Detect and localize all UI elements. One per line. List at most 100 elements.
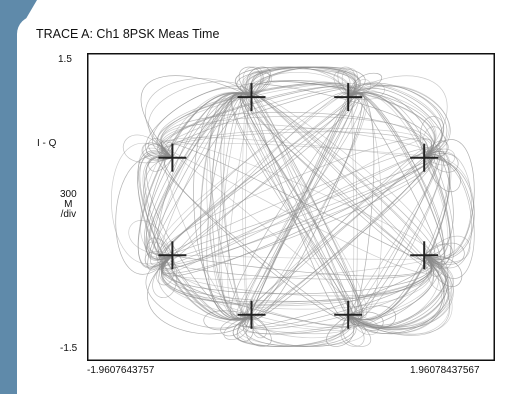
trajectory-trace bbox=[246, 93, 367, 319]
trajectory-trace bbox=[137, 92, 252, 269]
trajectory-trace bbox=[159, 91, 363, 258]
trajectory-trace bbox=[348, 84, 450, 159]
trajectory-trace bbox=[347, 255, 449, 330]
x-axis-min-label: -1.9607643757 bbox=[87, 365, 155, 376]
constellation-point bbox=[410, 143, 439, 172]
trajectory-trace bbox=[347, 92, 445, 265]
y-axis-min-label: -1.5 bbox=[60, 343, 78, 354]
trace-title: TRACE A: Ch1 8PSK Meas Time bbox=[36, 27, 220, 41]
x-axis-max-label: 1.96078437567 bbox=[410, 365, 480, 376]
trajectory-trace bbox=[423, 254, 463, 287]
trajectory-trace bbox=[161, 140, 433, 256]
trajectory-trace bbox=[424, 156, 475, 259]
trajectory-trace bbox=[245, 314, 272, 347]
trajectory-trace bbox=[161, 138, 433, 256]
y-axis-max-label: 1.5 bbox=[58, 54, 72, 65]
trajectory-trace bbox=[141, 142, 173, 161]
trajectory-trace bbox=[423, 235, 471, 263]
trajectory-trace bbox=[236, 93, 365, 319]
constellation-point bbox=[237, 300, 266, 329]
plot-border bbox=[87, 53, 495, 361]
trajectory-trace bbox=[423, 242, 465, 265]
trajectory-trace bbox=[165, 92, 349, 264]
trajectory-trace bbox=[200, 93, 252, 319]
trajectory-trace bbox=[220, 314, 252, 337]
trajectory-trace bbox=[342, 314, 372, 347]
trajectory-trace bbox=[148, 138, 173, 159]
trajectory-trace bbox=[161, 141, 433, 264]
trajectory-trace bbox=[156, 255, 175, 286]
trajectory-trace bbox=[238, 66, 262, 98]
trajectory-trace bbox=[423, 157, 461, 192]
trajectory-trace bbox=[145, 241, 173, 258]
trajectory-trace bbox=[419, 116, 445, 158]
trajectory-trace bbox=[241, 93, 364, 319]
trajectory-trace bbox=[137, 150, 252, 320]
trajectory-trace bbox=[347, 314, 379, 335]
constellation-point bbox=[237, 83, 266, 112]
trajectory-trace bbox=[238, 314, 366, 347]
trajectory-trace bbox=[342, 68, 358, 98]
trajectory-trace bbox=[156, 92, 349, 260]
trajectory-trace bbox=[223, 314, 252, 341]
scale-per-div: /div bbox=[60, 209, 77, 220]
trajectory-trace bbox=[193, 93, 252, 319]
trajectory-trace bbox=[206, 93, 252, 319]
trajectory-trace bbox=[347, 79, 372, 98]
trajectory-trace bbox=[347, 72, 383, 98]
trajectory-trace bbox=[347, 311, 384, 331]
trajectory-trace bbox=[423, 254, 443, 277]
constellation-points bbox=[158, 83, 439, 329]
trajectory-trace bbox=[156, 86, 349, 159]
trajectory-trace bbox=[422, 126, 443, 158]
trajectory-trace bbox=[347, 148, 445, 320]
trajectory-trace bbox=[423, 243, 453, 260]
trajectory-trace bbox=[347, 75, 448, 158]
constellation-point bbox=[158, 241, 187, 270]
trajectory-trace bbox=[348, 254, 454, 329]
constellation-point bbox=[410, 241, 439, 270]
trajectory-trace bbox=[161, 138, 433, 275]
trajectory-trace bbox=[235, 66, 351, 98]
left-accent-bar bbox=[0, 0, 17, 394]
trajectory-trace bbox=[347, 145, 441, 320]
constellation-plot bbox=[87, 53, 495, 361]
constellation-point bbox=[158, 143, 187, 172]
y-axis-label: I - Q bbox=[37, 138, 57, 149]
scale-value: 300 bbox=[60, 189, 77, 200]
trajectory-trace bbox=[423, 148, 456, 166]
scale-unit: M bbox=[64, 199, 73, 210]
trajectory-trace bbox=[163, 157, 349, 321]
trajectory-trace bbox=[242, 66, 264, 98]
trajectory-trace bbox=[348, 255, 453, 335]
trajectory-trace bbox=[140, 75, 252, 158]
trajectory-trace bbox=[244, 254, 435, 328]
trajectory-trace bbox=[348, 85, 451, 159]
y-axis-scale-label: 300 M /div bbox=[60, 190, 77, 220]
trajectory-trace bbox=[326, 314, 355, 347]
trajectory-trace bbox=[347, 81, 385, 100]
trajectory-trace bbox=[246, 66, 271, 98]
constellation-point bbox=[334, 83, 363, 112]
trajectory-trace bbox=[347, 305, 396, 329]
trajectory-trace bbox=[203, 310, 252, 331]
trajectory-trace bbox=[340, 314, 365, 347]
trajectory-trace bbox=[157, 92, 350, 264]
trajectory-trace bbox=[347, 254, 434, 326]
trajectory-trace bbox=[248, 71, 264, 98]
trajectory-trace bbox=[122, 134, 173, 164]
trajectory-trace bbox=[347, 254, 446, 329]
trajectory-trace bbox=[157, 91, 352, 256]
trajectory-trace bbox=[348, 92, 452, 266]
trajectory-trace bbox=[156, 84, 349, 159]
trajectory-trace bbox=[347, 84, 448, 159]
trajectory-trace bbox=[347, 254, 447, 328]
trajectory-trace bbox=[128, 220, 173, 256]
trajectory-trace bbox=[337, 66, 356, 98]
constellation-point bbox=[334, 300, 363, 329]
trajectory-trace bbox=[144, 92, 252, 259]
trajectory-trace bbox=[238, 255, 434, 334]
trajectory-trace bbox=[242, 255, 435, 335]
trajectory-trace bbox=[423, 153, 459, 173]
